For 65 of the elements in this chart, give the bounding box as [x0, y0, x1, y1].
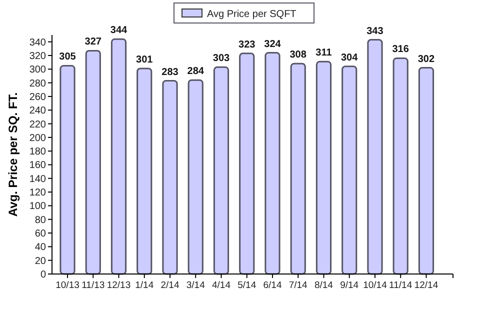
y-tick-label: 300 [29, 64, 46, 76]
bar [290, 62, 306, 275]
y-tick-label: 200 [29, 132, 46, 144]
y-tick-label: 80 [34, 214, 46, 226]
x-tick-label: 11/14 [389, 280, 412, 291]
data-label: 308 [290, 50, 307, 61]
data-label: 302 [418, 54, 436, 65]
y-tick-label: 140 [29, 174, 46, 185]
x-tick-label: 9/14 [340, 280, 359, 291]
x-tick-label: 7/14 [288, 280, 308, 291]
bar [85, 50, 101, 275]
bar [136, 68, 152, 275]
x-tick-label: 4/14 [212, 280, 230, 291]
data-label: 283 [162, 66, 179, 78]
x-tick-label: 5/14 [238, 280, 256, 291]
legend-label: Avg Price per SQFT [207, 9, 296, 20]
bar [239, 52, 255, 275]
bar [213, 66, 230, 275]
data-label: 304 [341, 52, 358, 64]
data-label: 303 [212, 53, 230, 64]
bar [316, 60, 332, 275]
bar [392, 57, 408, 275]
x-tick-label: 8/14 [314, 280, 333, 291]
y-tick-label: 340 [29, 37, 46, 48]
data-label: 301 [136, 54, 154, 66]
bar [342, 66, 358, 275]
x-tick-label: 10/14 [363, 280, 387, 291]
data-label: 327 [84, 36, 102, 48]
bar [162, 80, 178, 275]
bar [264, 52, 280, 275]
data-label: 324 [264, 38, 282, 50]
data-label: 343 [366, 26, 384, 37]
x-tick-label: 2/14 [160, 280, 180, 291]
x-tick-label: 12/14 [414, 280, 438, 291]
x-tick-label: 1/14 [135, 280, 154, 291]
data-label: 284 [187, 66, 204, 78]
y-tick-label: 0 [40, 270, 46, 280]
x-tick-label: 6/14 [263, 280, 282, 291]
x-tick-label: 3/14 [186, 280, 205, 291]
y-tick-label: 220 [29, 119, 46, 130]
y-tick-label: 60 [34, 228, 46, 240]
data-label: 311 [316, 48, 332, 59]
data-label: 305 [59, 52, 76, 63]
bar [418, 67, 434, 275]
x-tick-label: 11/13 [82, 280, 105, 291]
y-tick-label: 280 [29, 78, 46, 90]
y-tick-label: 320 [29, 50, 46, 62]
y-tick-label: 40 [34, 242, 46, 254]
x-tick-label: 12/13 [106, 280, 131, 291]
y-tick-label: 100 [29, 201, 46, 212]
bar [110, 38, 127, 275]
bar [367, 39, 383, 275]
y-tick-label: 180 [29, 146, 46, 158]
data-label: 316 [392, 44, 410, 56]
bar [60, 64, 76, 275]
y-axis-title: Avg. Price per SQ. FT. [6, 92, 20, 217]
y-tick-label: 20 [34, 256, 46, 267]
y-tick-label: 160 [29, 160, 46, 172]
y-tick-label: 240 [29, 106, 46, 117]
bar [188, 79, 204, 275]
x-tick-label: 10/13 [56, 280, 80, 291]
y-tick-label: 260 [29, 92, 46, 103]
y-tick-label: 120 [29, 188, 46, 199]
data-label: 323 [238, 39, 256, 50]
data-label: 344 [110, 25, 128, 36]
